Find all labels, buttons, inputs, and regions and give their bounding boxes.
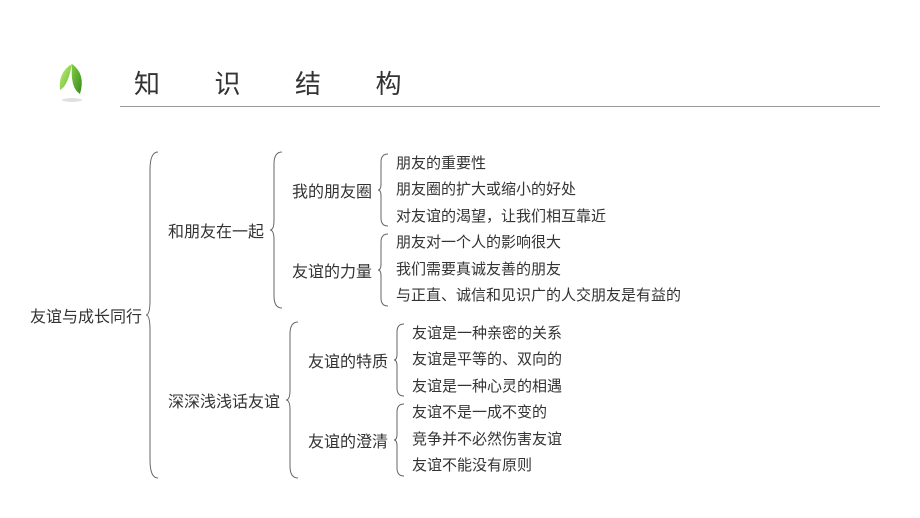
leaf: 我们需要真诚友善的朋友 (392, 257, 681, 284)
sub-2-2-label: 友谊的澄清 (300, 428, 392, 452)
title-underline (120, 106, 880, 107)
leaf: 朋友的重要性 (392, 151, 606, 178)
tree-diagram: 友谊与成长同行 和朋友在一起 我的朋友圈 朋友的重要性 朋友圈的扩大或缩小的好处 (30, 150, 681, 480)
sub-2-1: 友谊的特质 友谊是一种亲密的关系 友谊是平等的、双向的 友谊是一种心灵的相遇 (300, 321, 562, 401)
brace-root (144, 150, 160, 480)
leaf: 友谊是一种心灵的相遇 (408, 374, 562, 401)
brace-b2 (284, 320, 300, 480)
leaf: 友谊不能没有原则 (408, 453, 562, 480)
brace-s22 (392, 402, 406, 478)
leaves-2-1: 友谊是一种亲密的关系 友谊是平等的、双向的 友谊是一种心灵的相遇 (406, 321, 562, 401)
level1-children: 和朋友在一起 我的朋友圈 朋友的重要性 朋友圈的扩大或缩小的好处 对友谊的渴望，… (160, 150, 681, 480)
leaf-icon (50, 60, 94, 104)
header: 知 识 结 构 (50, 60, 426, 104)
leaves-2-2: 友谊不是一成不变的 竞争并不必然伤害友谊 友谊不能没有原则 (406, 400, 562, 480)
leaves-1-1: 朋友的重要性 朋友圈的扩大或缩小的好处 对友谊的渴望，让我们相互靠近 (390, 151, 606, 231)
root-label: 友谊与成长同行 (30, 303, 144, 327)
page-title: 知 识 结 构 (134, 64, 426, 101)
leaf: 友谊是平等的、双向的 (408, 347, 562, 374)
sub-1-2: 友谊的力量 朋友对一个人的影响很大 我们需要真诚友善的朋友 与正直、诚信和见识广… (284, 230, 681, 310)
branch-1-label: 和朋友在一起 (160, 218, 268, 242)
leaf: 朋友对一个人的影响很大 (392, 230, 681, 257)
sub-1-2-label: 友谊的力量 (284, 258, 376, 282)
branch-2: 深深浅浅话友谊 友谊的特质 友谊是一种亲密的关系 友谊是平等的、双向的 友谊是一… (160, 320, 681, 480)
branch-2-children: 友谊的特质 友谊是一种亲密的关系 友谊是平等的、双向的 友谊是一种心灵的相遇 友… (300, 321, 562, 480)
leaf: 朋友圈的扩大或缩小的好处 (392, 177, 606, 204)
sub-1-1-label: 我的朋友圈 (284, 178, 376, 202)
brace-s11 (376, 152, 390, 228)
leaves-1-2: 朋友对一个人的影响很大 我们需要真诚友善的朋友 与正直、诚信和见识广的人交朋友是… (390, 230, 681, 310)
leaf: 与正直、诚信和见识广的人交朋友是有益的 (392, 283, 681, 310)
sub-2-2: 友谊的澄清 友谊不是一成不变的 竞争并不必然伤害友谊 友谊不能没有原则 (300, 400, 562, 480)
leaf: 友谊是一种亲密的关系 (408, 321, 562, 348)
brace-s21 (392, 322, 406, 398)
brace-b1 (268, 150, 284, 310)
leaf: 对友谊的渴望，让我们相互靠近 (392, 204, 606, 231)
branch-1-children: 我的朋友圈 朋友的重要性 朋友圈的扩大或缩小的好处 对友谊的渴望，让我们相互靠近… (284, 151, 681, 310)
brace-s12 (376, 232, 390, 308)
sub-1-1: 我的朋友圈 朋友的重要性 朋友圈的扩大或缩小的好处 对友谊的渴望，让我们相互靠近 (284, 151, 681, 231)
sub-2-1-label: 友谊的特质 (300, 348, 392, 372)
branch-1: 和朋友在一起 我的朋友圈 朋友的重要性 朋友圈的扩大或缩小的好处 对友谊的渴望，… (160, 150, 681, 310)
leaf: 友谊不是一成不变的 (408, 400, 562, 427)
branch-2-label: 深深浅浅话友谊 (160, 388, 284, 412)
leaf: 竞争并不必然伤害友谊 (408, 427, 562, 454)
